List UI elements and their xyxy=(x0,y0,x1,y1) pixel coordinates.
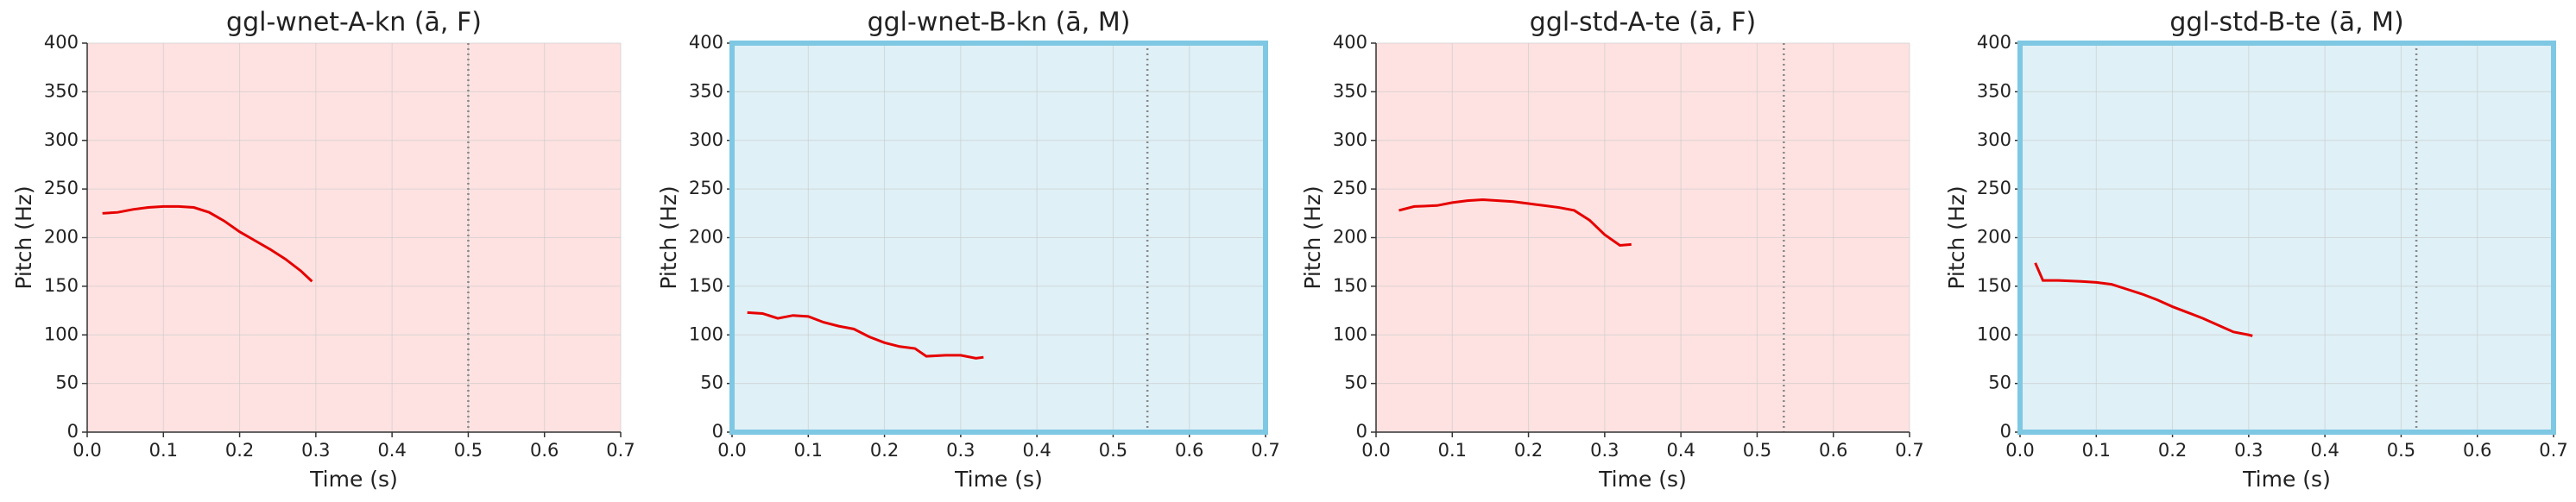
y-tick-label: 150 xyxy=(1977,275,2011,296)
x-tick-label: 0.2 xyxy=(225,440,254,461)
x-axis-label: Time (s) xyxy=(1598,467,1687,492)
y-tick-label: 150 xyxy=(1333,275,1367,296)
y-tick-label: 100 xyxy=(44,323,79,344)
x-tick-label: 0.3 xyxy=(2234,440,2263,461)
y-tick-label: 400 xyxy=(1333,32,1367,53)
y-tick-label: 150 xyxy=(44,275,79,296)
x-tick-label: 0.6 xyxy=(530,440,559,461)
x-tick-label: 0.4 xyxy=(1666,440,1695,461)
y-axis-label: Pitch (Hz) xyxy=(1944,185,1969,289)
x-tick-label: 0.1 xyxy=(2082,440,2111,461)
y-tick-label: 250 xyxy=(1977,178,2011,198)
x-tick-label: 0.1 xyxy=(149,440,178,461)
y-tick-label: 50 xyxy=(700,373,723,393)
pitch-line xyxy=(1398,198,1632,248)
x-tick-label: 0.4 xyxy=(2310,440,2339,461)
y-tick-label: 350 xyxy=(1977,80,2011,101)
x-tick-label: 0.0 xyxy=(1361,440,1390,461)
x-tick-label: 0.6 xyxy=(2463,440,2491,461)
y-tick-label: 250 xyxy=(689,178,723,198)
y-tick-label: 300 xyxy=(1977,129,2011,150)
pitch-line xyxy=(102,204,313,283)
y-tick-label: 200 xyxy=(689,227,723,248)
x-tick-label: 0.0 xyxy=(73,440,101,461)
x-axis-label: Time (s) xyxy=(954,467,1043,492)
pitch-line xyxy=(2034,262,2253,337)
x-tick-label: 0.3 xyxy=(1590,440,1619,461)
plot-border xyxy=(729,41,1268,435)
y-tick-label: 250 xyxy=(1333,178,1367,198)
x-tick-label: 0.6 xyxy=(1175,440,1203,461)
y-tick-label: 300 xyxy=(689,129,723,150)
x-tick-label: 0.5 xyxy=(1743,440,1771,461)
y-tick-label: 400 xyxy=(1977,32,2011,53)
x-tick-label: 0.1 xyxy=(794,440,823,461)
y-tick-label: 150 xyxy=(689,275,723,296)
x-tick-label: 0.7 xyxy=(2539,440,2567,461)
y-tick-label: 50 xyxy=(1988,373,2011,393)
y-tick-label: 100 xyxy=(1977,323,2011,344)
x-tick-label: 0.5 xyxy=(454,440,483,461)
y-tick-label: 0 xyxy=(2000,421,2011,442)
x-tick-label: 0.6 xyxy=(1819,440,1847,461)
y-tick-label: 200 xyxy=(1333,227,1367,248)
x-tick-label: 0.0 xyxy=(2005,440,2034,461)
chart-title: ggl-wnet-A-kn (ā, F) xyxy=(226,8,482,38)
y-axis-label: Pitch (Hz) xyxy=(11,185,36,289)
x-tick-label: 0.2 xyxy=(2158,440,2187,461)
y-tick-label: 350 xyxy=(689,80,723,101)
y-tick-label: 200 xyxy=(1977,227,2011,248)
x-tick-label: 0.0 xyxy=(717,440,746,461)
y-tick-label: 350 xyxy=(44,80,79,101)
x-tick-label: 0.4 xyxy=(377,440,406,461)
x-axis-label: Time (s) xyxy=(2242,467,2331,492)
x-tick-label: 0.2 xyxy=(1514,440,1543,461)
y-tick-label: 0 xyxy=(67,421,79,442)
x-tick-label: 0.4 xyxy=(1022,440,1051,461)
y-tick-label: 100 xyxy=(689,323,723,344)
x-tick-label: 0.7 xyxy=(1251,440,1279,461)
y-tick-label: 0 xyxy=(712,421,723,442)
y-tick-label: 200 xyxy=(44,227,79,248)
y-tick-label: 400 xyxy=(44,32,79,53)
plot-border xyxy=(2017,41,2556,435)
y-tick-label: 250 xyxy=(44,178,79,198)
x-tick-label: 0.7 xyxy=(1895,440,1923,461)
y-tick-label: 50 xyxy=(1344,373,1367,393)
x-tick-label: 0.2 xyxy=(870,440,899,461)
y-axis-label: Pitch (Hz) xyxy=(1300,185,1325,289)
x-axis-label: Time (s) xyxy=(309,467,398,492)
chart-title: ggl-std-A-te (ā, F) xyxy=(1530,8,1756,38)
y-tick-label: 300 xyxy=(44,129,79,150)
x-tick-label: 0.3 xyxy=(946,440,975,461)
y-tick-label: 0 xyxy=(1356,421,1367,442)
y-tick-label: 400 xyxy=(689,32,723,53)
x-tick-label: 0.1 xyxy=(1438,440,1467,461)
x-tick-label: 0.3 xyxy=(301,440,330,461)
y-tick-label: 350 xyxy=(1333,80,1367,101)
x-tick-label: 0.5 xyxy=(1099,440,1127,461)
chart-title: ggl-wnet-B-kn (ā, M) xyxy=(868,8,1131,38)
y-axis-label: Pitch (Hz) xyxy=(656,185,681,289)
pitch-line xyxy=(747,311,984,360)
y-tick-label: 300 xyxy=(1333,129,1367,150)
chart-title: ggl-std-B-te (ā, M) xyxy=(2169,8,2403,38)
y-tick-label: 50 xyxy=(55,373,79,393)
x-tick-label: 0.7 xyxy=(606,440,635,461)
y-tick-label: 100 xyxy=(1333,323,1367,344)
x-tick-label: 0.5 xyxy=(2387,440,2415,461)
